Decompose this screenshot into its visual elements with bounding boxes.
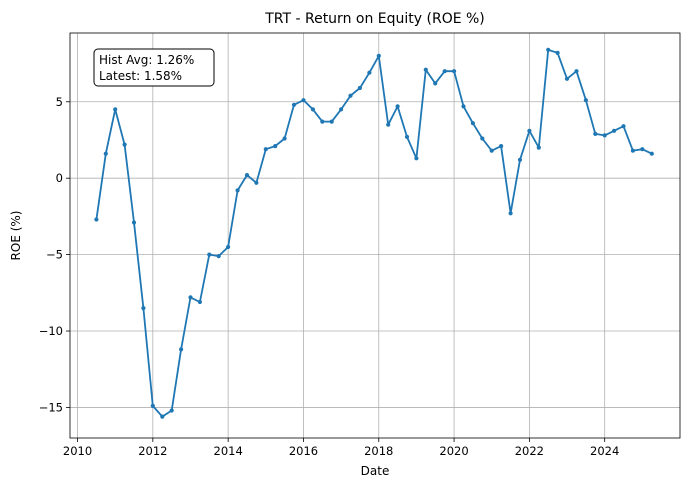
roe-data-point <box>291 102 297 107</box>
x-axis-ticks: 2010 2012 2014 2016 2018 2020 2022 2024 <box>63 438 619 458</box>
roe-data-point <box>357 85 362 91</box>
roe-data-point <box>160 414 165 419</box>
roe-data-point <box>386 122 391 127</box>
roe-data-point <box>207 252 212 257</box>
roe-data-point <box>508 211 513 216</box>
roe-data-point <box>226 244 231 250</box>
stats-annotation: Hist Avg: 1.26% Latest: 1.58% <box>93 48 215 87</box>
roe-data-point <box>273 144 278 149</box>
roe-data-point <box>367 70 372 75</box>
x-tick-label: 2010 <box>63 444 92 458</box>
y-tick-label: 0 <box>56 171 63 185</box>
roe-data-point <box>583 98 589 103</box>
x-tick-label: 2020 <box>439 444 468 458</box>
x-tick-label: 2016 <box>289 444 318 458</box>
roe-data-point <box>499 144 504 149</box>
roe-data-point <box>301 98 306 103</box>
roe-data-point <box>555 50 560 56</box>
chart-title: TRT - Return on Equity (ROE %) <box>264 11 485 27</box>
roe-data-point <box>235 188 240 193</box>
x-tick-label: 2022 <box>515 444 544 458</box>
roe-data-point <box>339 107 344 112</box>
roe-data-point <box>649 151 654 156</box>
roe-data-point <box>621 124 626 129</box>
roe-data-point <box>452 69 457 74</box>
roe-data-point <box>282 136 287 141</box>
roe-data-point <box>376 53 381 59</box>
roe-data-point <box>122 142 127 147</box>
roe-series-line <box>95 48 653 418</box>
roe-data-point <box>489 148 494 153</box>
roe-data-point <box>536 145 541 150</box>
roe-data-point <box>348 93 353 98</box>
roe-data-point <box>574 69 579 74</box>
x-tick-label: 2014 <box>214 444 243 458</box>
roe-data-point <box>310 107 315 112</box>
roe-data-point <box>254 180 259 185</box>
grid-lines <box>70 33 680 438</box>
roe-data-point <box>414 156 419 161</box>
roe-data-point <box>423 67 428 72</box>
roe-data-point <box>141 306 146 311</box>
hist-avg-label: Hist Avg: 1.26% <box>99 53 194 67</box>
roe-data-point <box>188 295 193 300</box>
roe-data-point <box>150 403 155 408</box>
roe-data-point <box>103 151 108 156</box>
roe-data-point <box>216 254 221 259</box>
plot-frame <box>69 32 681 439</box>
y-tick-label: 5 <box>56 95 63 109</box>
roe-data-point <box>94 217 99 222</box>
roe-data-point <box>113 107 118 112</box>
roe-data-point <box>517 157 523 162</box>
y-tick-label: −5 <box>46 248 63 262</box>
roe-data-point <box>612 128 617 133</box>
roe-data-point <box>470 121 475 126</box>
roe-data-point <box>197 299 202 305</box>
roe-data-point <box>179 347 184 352</box>
x-tick-label: 2018 <box>364 444 393 458</box>
roe-data-point <box>527 128 532 133</box>
x-axis-label: Date <box>361 464 390 478</box>
x-tick-label: 2024 <box>590 444 619 458</box>
y-axis-ticks: −15 −10 −5 0 5 <box>39 95 70 414</box>
roe-data-point <box>546 47 551 52</box>
y-tick-label: −10 <box>39 324 63 338</box>
y-tick-label: −15 <box>39 400 63 414</box>
roe-data-point <box>442 69 447 74</box>
roe-data-point <box>244 173 250 178</box>
series-layer <box>94 47 654 419</box>
roe-data-point <box>461 104 466 109</box>
roe-data-point <box>433 81 438 86</box>
annotation-box <box>93 48 215 87</box>
roe-data-point <box>395 104 400 109</box>
roe-data-point <box>593 131 598 136</box>
roe-data-point <box>169 408 174 413</box>
roe-data-point <box>602 133 607 138</box>
roe-data-point <box>480 136 485 141</box>
roe-data-point <box>564 76 570 81</box>
roe-data-point <box>640 147 645 152</box>
y-axis-label: ROE (%) <box>9 211 23 261</box>
roe-data-point <box>263 147 268 152</box>
roe-data-point <box>404 134 410 139</box>
x-tick-label: 2012 <box>138 444 167 458</box>
roe-data-point <box>131 220 137 225</box>
latest-value-label: Latest: 1.58% <box>99 69 182 83</box>
roe-data-point <box>630 148 636 153</box>
roe-data-point <box>329 119 334 124</box>
roe-data-point <box>320 119 325 124</box>
